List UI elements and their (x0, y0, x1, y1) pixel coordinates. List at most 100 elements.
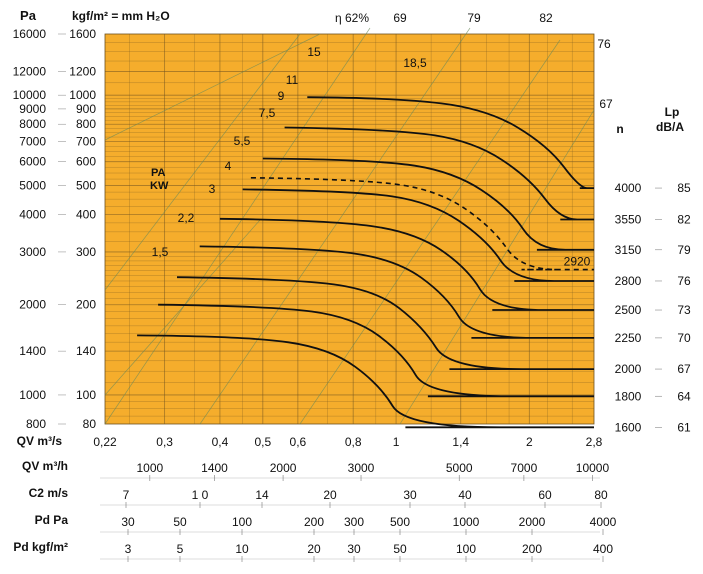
x-tick-qv-m3s: 0,4 (212, 435, 229, 449)
scale-tick: 50 (173, 515, 187, 529)
scale-tick: 30 (347, 542, 361, 556)
power-label: 1,5 (152, 245, 169, 259)
scale-tick: 7000 (511, 461, 538, 475)
efficiency-label: 79 (467, 11, 481, 25)
power-label-pa: PA (151, 167, 166, 179)
x-tick-qv-m3s: 1 (393, 435, 400, 449)
y-tick-pa: 6000 (19, 155, 46, 169)
scale-tick: 100 (456, 542, 476, 556)
rpm-label: 1800 (615, 389, 642, 403)
y-tick-pa: 8000 (19, 117, 46, 131)
lp-label: 64 (677, 389, 691, 403)
power-label: 4 (225, 159, 232, 173)
lp-label: 70 (677, 331, 691, 345)
lp-label: 76 (677, 274, 691, 288)
scale-tick: 50 (393, 542, 407, 556)
rpm-label: 3150 (615, 243, 642, 257)
rpm-header: n (616, 122, 623, 136)
efficiency-line (399, 109, 595, 425)
scale-tick: 5 (177, 542, 184, 556)
y-tick-pa: 1000 (19, 388, 46, 402)
efficiency-line (104, 33, 301, 291)
efficiency-lines: η 62% 69 79 82 76 67 (104, 11, 613, 425)
rpm-curve-3150 (262, 157, 594, 251)
x-tick-qv-m3s: 0,6 (290, 435, 307, 449)
y-tick-kgf: 700 (76, 135, 96, 149)
x-tick-qv-m3s: 0,8 (345, 435, 362, 449)
scale-tick: 7 (123, 488, 130, 502)
x-tick-qv-m3s: 0,5 (254, 435, 271, 449)
y-tick-pa: 1400 (19, 344, 46, 358)
scale-tick: 10 (235, 542, 249, 556)
x-axis-labels: 0,22 0,3 0,4 0,5 0,6 0,8 1 1,4 2 2,8 (93, 435, 602, 449)
y-tick-pa: 12000 (13, 64, 47, 78)
y-tick-kgf: 800 (76, 117, 96, 131)
y-axis-label-kgf: kgf/m² = mm H₂O (72, 9, 170, 23)
y-tick-kgf: 600 (76, 155, 96, 169)
lp-label: 61 (677, 420, 691, 434)
scale-tick: 4000 (590, 515, 617, 529)
y-tick-pa: 4000 (19, 207, 46, 221)
secondary-scales: QV m³/h 1000 1400 2000 3000 5000 7000 10000 C2 m… (13, 459, 617, 562)
scale-tick: 2000 (519, 515, 546, 529)
efficiency-label: 76 (597, 37, 611, 51)
scale-tick: 20 (307, 542, 321, 556)
x-tick-qv-m3s: 1,4 (452, 435, 469, 449)
y-tick-kgf: 900 (76, 102, 96, 116)
scale-tick: 200 (522, 542, 542, 556)
y-tick-pa: 16000 (13, 27, 47, 41)
power-label: 11 (286, 73, 299, 87)
efficiency-label: 82 (539, 11, 553, 25)
scale-tick: 100 (232, 515, 252, 529)
plot-frame (104, 33, 595, 425)
y-tick-kgf: 500 (76, 178, 96, 192)
scale-tick: 2000 (270, 461, 297, 475)
power-label: 9 (278, 89, 285, 103)
scale-tick: 14 (255, 488, 269, 502)
lp-label: 73 (677, 303, 691, 317)
rpm-label: 2800 (615, 274, 642, 288)
efficiency-label: 69 (393, 11, 407, 25)
rpm-curve-2800 (242, 188, 594, 282)
y-axis-label-pa: Pa (20, 8, 37, 23)
scale-tick: 60 (538, 488, 552, 502)
rpm-label-dashed: 2920 (564, 255, 591, 269)
y-tick-kgf: 200 (76, 298, 96, 312)
scale-tick: 1400 (201, 461, 228, 475)
scale-tick: 30 (121, 515, 135, 529)
power-label: 7,5 (259, 106, 276, 120)
scale-tick: 30 (403, 488, 417, 502)
rpm-curves: 4000 85 3550 82 3150 79 2800 76 2500 73 2250 70 2000… (137, 96, 691, 434)
scale-tick: 300 (344, 515, 364, 529)
rpm-label: 1600 (615, 420, 642, 434)
efficiency-line (104, 219, 261, 396)
y-tick-pa: 800 (26, 417, 46, 431)
scale-tick: 80 (594, 488, 608, 502)
power-label-kw: KW (150, 180, 169, 192)
power-label: 5,5 (234, 134, 251, 148)
power-label: 3 (209, 182, 216, 196)
rpm-curve-2500 (219, 217, 594, 311)
x-tick-qv-m3s: 2 (526, 435, 533, 449)
y-tick-kgf: 400 (76, 207, 96, 221)
efficiency-line (104, 33, 321, 141)
y-tick-kgf: 1000 (69, 88, 96, 102)
scale-tick: 200 (304, 515, 324, 529)
rpm-curve-1600 (137, 334, 594, 429)
y-tick-pa: 10000 (13, 88, 47, 102)
rpm-label: 2000 (615, 362, 642, 376)
rpm-label: 2250 (615, 331, 642, 345)
x-tick-qv-m3s: 2,8 (586, 435, 603, 449)
scale-label: QV m³/h (22, 459, 68, 473)
rpm-curve-2000 (176, 276, 594, 370)
y-tick-kgf: 1200 (69, 64, 96, 78)
lp-unit: dB/A (656, 120, 684, 134)
scale-tick: 3 (125, 542, 132, 556)
y-tick-pa: 3000 (19, 245, 46, 259)
scale-tick: 40 (458, 488, 472, 502)
lp-label: 67 (677, 362, 691, 376)
scale-tick: 3000 (348, 461, 375, 475)
scale-tick: 500 (390, 515, 410, 529)
